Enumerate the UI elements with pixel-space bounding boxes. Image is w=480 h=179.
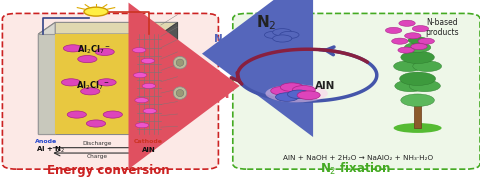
FancyBboxPatch shape <box>38 34 55 134</box>
Circle shape <box>399 20 415 26</box>
Ellipse shape <box>394 123 442 133</box>
Circle shape <box>418 38 434 44</box>
Ellipse shape <box>401 51 434 64</box>
Circle shape <box>288 90 311 99</box>
Ellipse shape <box>399 72 436 85</box>
Circle shape <box>411 43 427 50</box>
Circle shape <box>132 48 146 53</box>
Circle shape <box>97 79 116 86</box>
Circle shape <box>271 86 294 95</box>
Ellipse shape <box>176 59 184 66</box>
FancyBboxPatch shape <box>38 34 161 134</box>
Text: AlN: AlN <box>210 90 230 100</box>
Ellipse shape <box>413 61 442 72</box>
Text: N$_2$: N$_2$ <box>213 32 227 46</box>
Circle shape <box>276 93 299 101</box>
Circle shape <box>61 79 81 86</box>
Circle shape <box>133 73 147 78</box>
Circle shape <box>141 58 155 63</box>
Ellipse shape <box>176 90 184 97</box>
Ellipse shape <box>395 80 426 92</box>
Circle shape <box>86 120 106 127</box>
Text: Al$_2$Cl$_7$$^-$: Al$_2$Cl$_7$$^-$ <box>77 44 110 56</box>
Text: AlN: AlN <box>142 147 156 153</box>
Ellipse shape <box>173 56 187 69</box>
FancyBboxPatch shape <box>55 34 137 134</box>
Polygon shape <box>161 22 178 134</box>
Circle shape <box>63 45 83 52</box>
Circle shape <box>78 55 97 63</box>
Text: AlN: AlN <box>315 81 335 91</box>
Circle shape <box>84 7 108 16</box>
Circle shape <box>405 33 421 39</box>
Polygon shape <box>38 22 178 34</box>
FancyBboxPatch shape <box>137 34 161 134</box>
Text: Energy conversion: Energy conversion <box>47 164 169 177</box>
Circle shape <box>398 47 414 53</box>
Ellipse shape <box>404 42 431 52</box>
Ellipse shape <box>408 37 427 44</box>
Ellipse shape <box>401 94 434 107</box>
Circle shape <box>142 83 156 88</box>
Circle shape <box>273 29 292 36</box>
Text: Al$_2$Cl$_7$$^-$: Al$_2$Cl$_7$$^-$ <box>76 80 109 92</box>
Circle shape <box>280 83 303 91</box>
Text: N$_2$ fixation: N$_2$ fixation <box>321 161 392 177</box>
Circle shape <box>135 123 149 128</box>
Circle shape <box>135 98 148 103</box>
Polygon shape <box>161 22 178 134</box>
Text: Discharge: Discharge <box>82 141 112 146</box>
Circle shape <box>103 111 122 118</box>
Circle shape <box>292 86 315 94</box>
Text: Anode: Anode <box>35 139 57 144</box>
FancyBboxPatch shape <box>233 13 480 169</box>
Ellipse shape <box>265 84 328 102</box>
Ellipse shape <box>173 87 187 99</box>
Text: Cathode: Cathode <box>133 139 162 144</box>
Circle shape <box>95 48 114 55</box>
Text: Charge: Charge <box>86 154 108 159</box>
Circle shape <box>392 38 408 44</box>
FancyBboxPatch shape <box>2 13 218 169</box>
Circle shape <box>273 35 292 42</box>
Circle shape <box>81 88 100 95</box>
Text: N$_2$: N$_2$ <box>256 13 276 32</box>
Circle shape <box>412 26 429 32</box>
Polygon shape <box>38 22 55 134</box>
Ellipse shape <box>409 80 441 92</box>
FancyBboxPatch shape <box>414 105 421 128</box>
Circle shape <box>143 108 156 113</box>
Ellipse shape <box>394 61 422 72</box>
Circle shape <box>385 27 402 33</box>
Text: AlN + NaOH + 2H₂O → NaAlO₂ + NH₃·H₂O: AlN + NaOH + 2H₂O → NaAlO₂ + NH₃·H₂O <box>283 155 432 161</box>
Circle shape <box>67 111 86 118</box>
Text: Al + N$_2$: Al + N$_2$ <box>36 145 65 155</box>
Circle shape <box>280 31 299 38</box>
Text: N-based
products: N-based products <box>425 18 458 37</box>
Circle shape <box>297 91 320 100</box>
Circle shape <box>264 31 284 38</box>
